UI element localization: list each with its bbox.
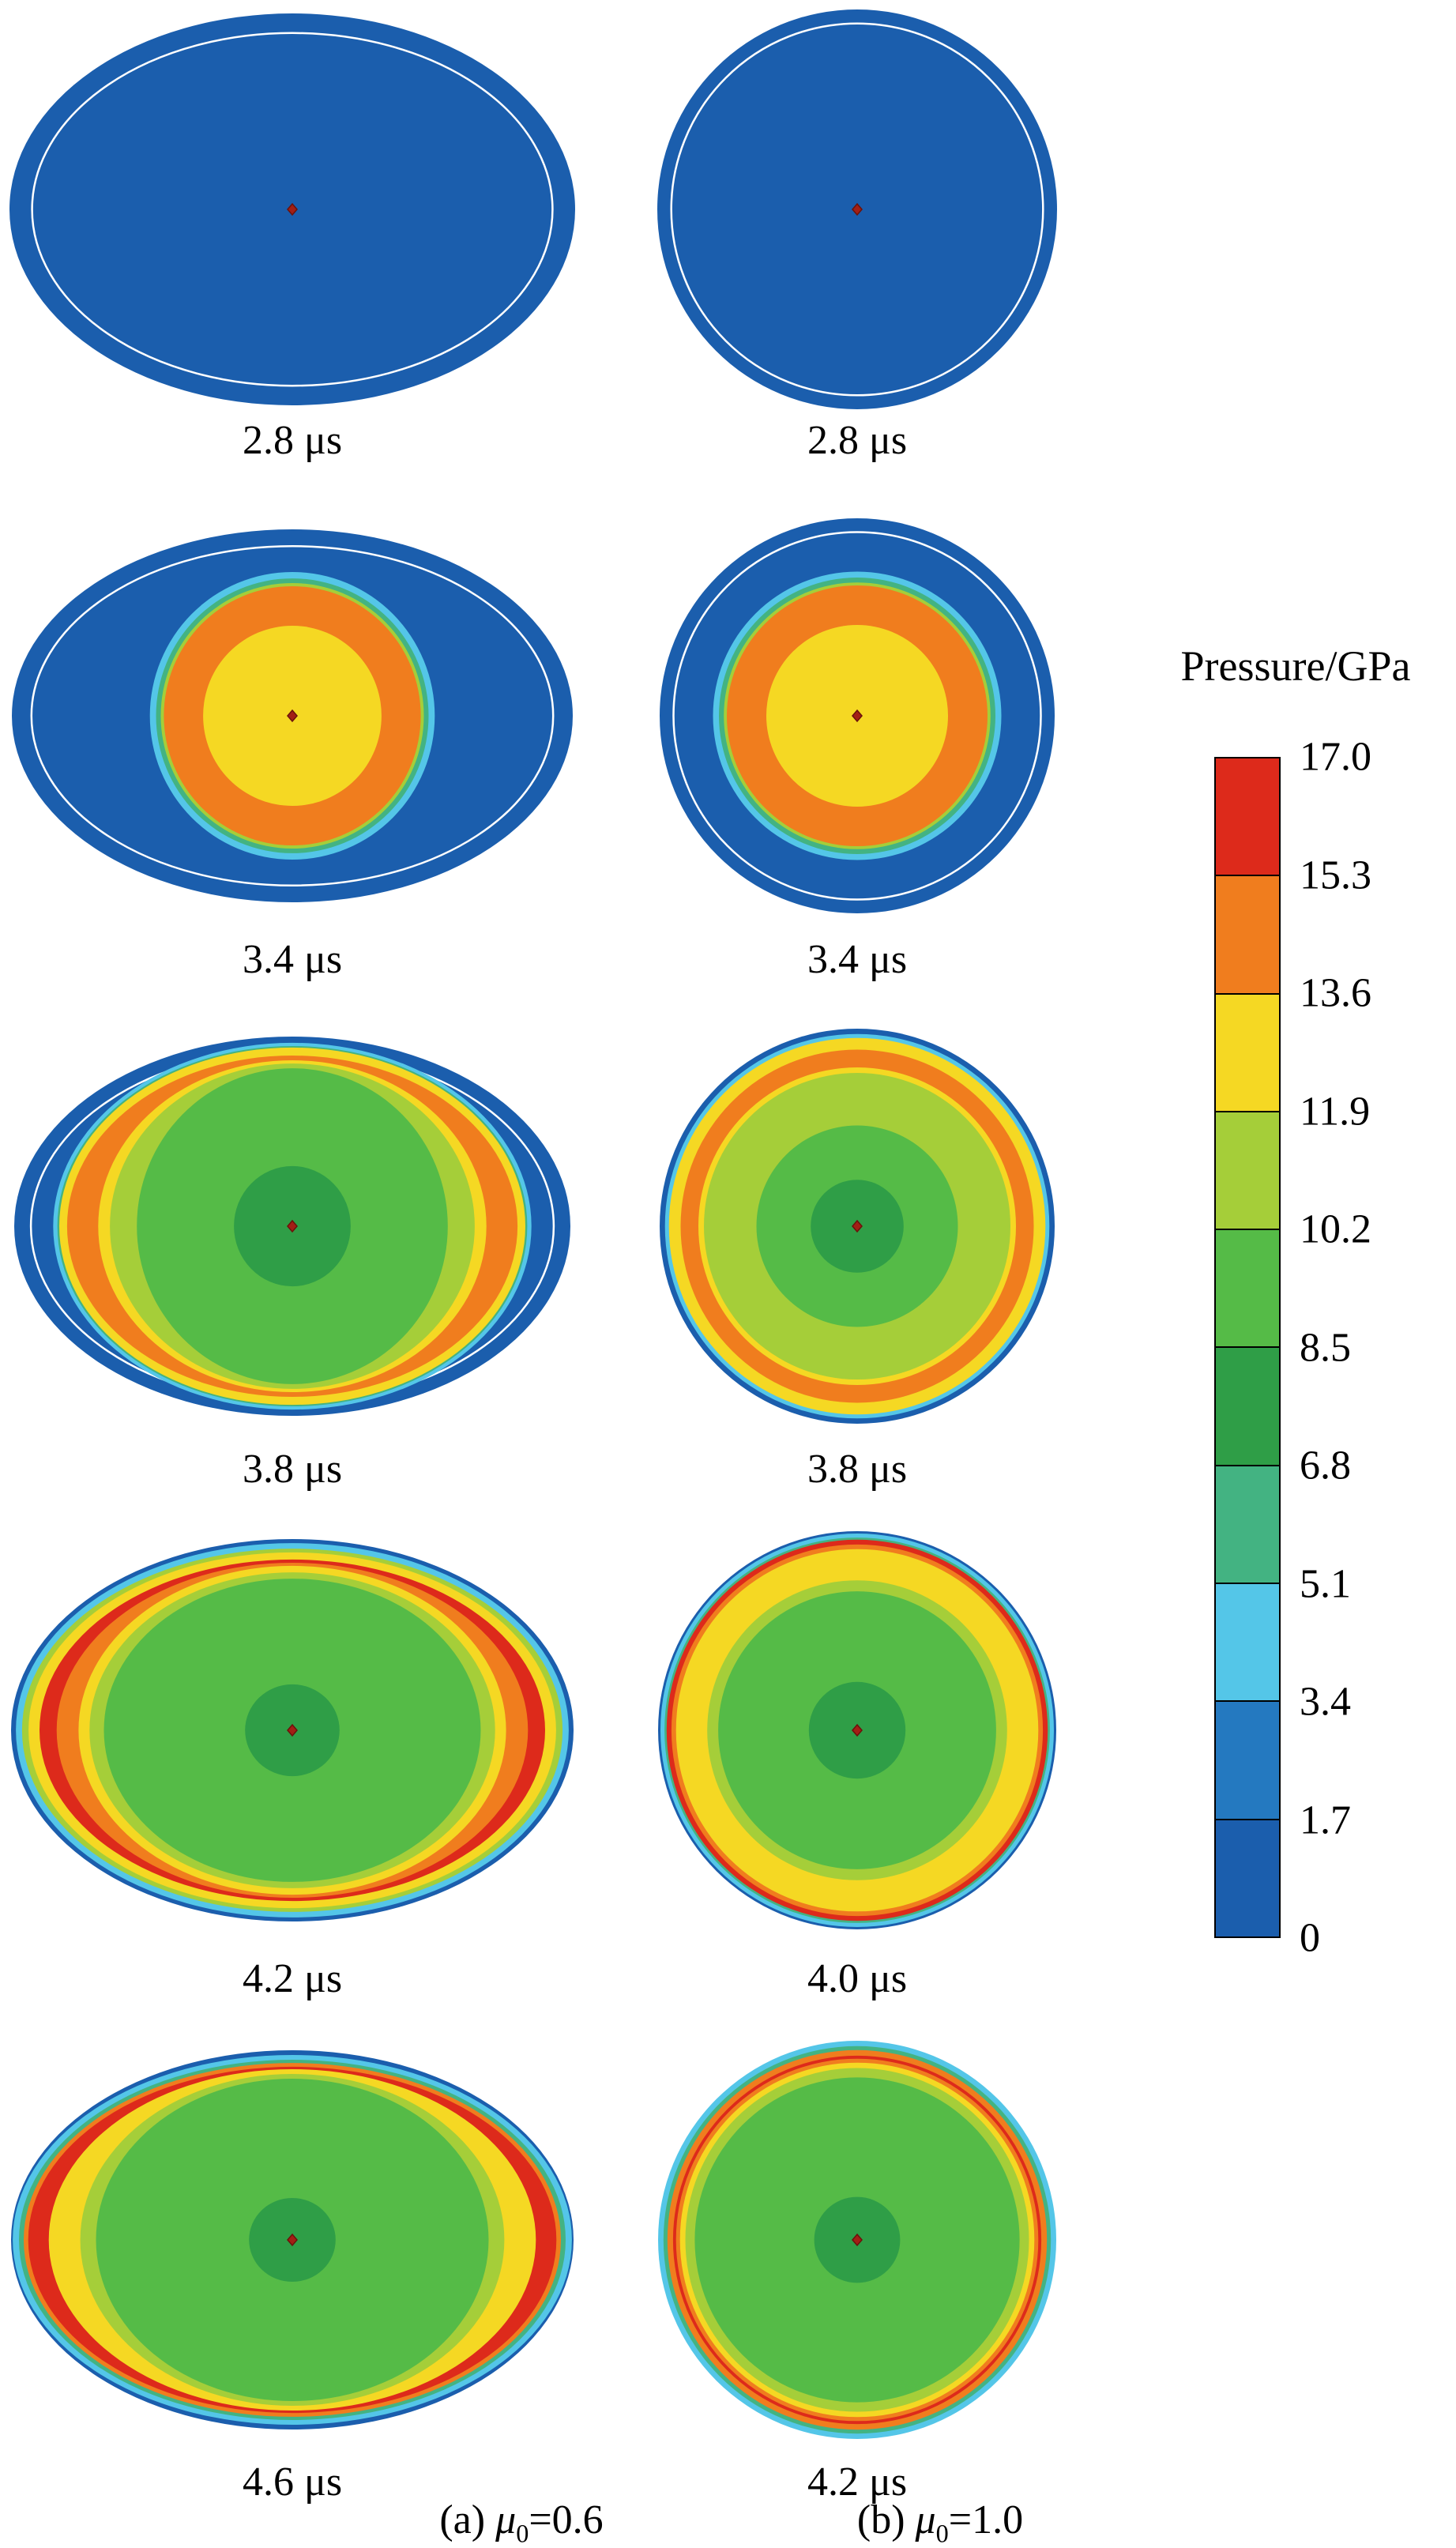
contour-panel-b-4 [652,1525,1063,1936]
time-label-a-1: 2.8 μs [242,418,343,463]
center-marker-icon [852,202,863,216]
colorbar-tick-label: 1.7 [1300,1797,1351,1842]
time-label-b-4: 4.0 μs [807,1956,908,2001]
contour-panel-b-3 [652,1021,1063,1432]
center-marker-icon [287,2233,298,2247]
caption-b-value: =1.0 [948,2497,1024,2542]
caption-a-prefix: (a) [439,2497,496,2542]
colorbar-tick-label: 17.0 [1300,734,1371,780]
contour-panel-a-1 [0,12,585,407]
colorbar-tick-label: 8.5 [1300,1325,1351,1370]
colorbar-tick-label: 11.9 [1300,1089,1371,1134]
center-marker-icon [287,1723,298,1737]
center-marker-icon [852,1723,863,1737]
colorbar-tick-label: 0 [1300,1915,1320,1961]
mu-symbol: μ [495,2497,517,2542]
caption-b-prefix: (b) [856,2497,916,2542]
caption-b: (b) μ0=1.0 [672,2497,1209,2548]
mu-subscript: 0 [516,2519,529,2548]
mu-symbol: μ [915,2497,936,2542]
colorbar-segment [1216,1584,1279,1703]
time-label-b-1: 2.8 μs [807,418,908,463]
center-marker-icon [852,1219,863,1233]
caption-a-value: =0.6 [529,2497,604,2542]
center-marker-icon [852,709,863,723]
center-marker-icon [287,202,298,216]
colorbar-segment [1216,758,1279,877]
colorbar-tick-label: 15.3 [1300,852,1371,898]
time-label-b-2: 3.4 μs [807,937,908,982]
colorbar-segment [1216,1348,1279,1466]
colorbar-tick-label: 13.6 [1300,970,1371,1016]
contour-panel-b-2 [652,510,1063,921]
colorbar-segment [1216,1820,1279,1936]
time-label-a-4: 4.2 μs [242,1956,343,2001]
colorbar-segment [1216,994,1279,1112]
colorbar-tick-label: 6.8 [1300,1443,1351,1489]
colorbar-segment [1216,1112,1279,1231]
contour-panel-b-5 [652,2034,1063,2445]
contour-panel-b-1 [652,4,1063,415]
time-label-a-3: 3.8 μs [242,1447,343,1492]
colorbar-segment [1216,876,1279,995]
time-label-a-2: 3.4 μs [242,937,343,982]
time-label-a-5: 4.6 μs [242,2460,343,2505]
center-marker-icon [287,1219,298,1233]
center-marker-icon [287,709,298,723]
caption-a: (a) μ0=0.6 [253,2497,790,2548]
colorbar-segment [1216,1466,1279,1585]
contour-panel-a-2 [0,518,585,913]
colorbar-tick-label: 3.4 [1300,1679,1351,1725]
contour-panel-a-4 [0,1533,585,1928]
contour-panel-a-5 [0,2042,585,2437]
time-label-b-5: 4.2 μs [807,2460,908,2505]
colorbar-segment [1216,1230,1279,1349]
contour-panel-a-3 [0,1029,585,1424]
colorbar-tick-label: 5.1 [1300,1561,1351,1606]
colorbar-tick-label: 10.2 [1300,1206,1371,1252]
colorbar [1214,757,1281,1938]
colorbar-ticks: 17.0 15.3 13.6 11.9 10.2 8.5 6.8 5.1 3.4 1.7 0 [1300,735,1450,1961]
time-label-b-3: 3.8 μs [807,1447,908,1492]
colorbar-title: Pressure/GPa [1180,642,1411,690]
colorbar-segment [1216,1702,1279,1820]
mu-subscript: 0 [935,2519,949,2548]
center-marker-icon [852,2233,863,2247]
